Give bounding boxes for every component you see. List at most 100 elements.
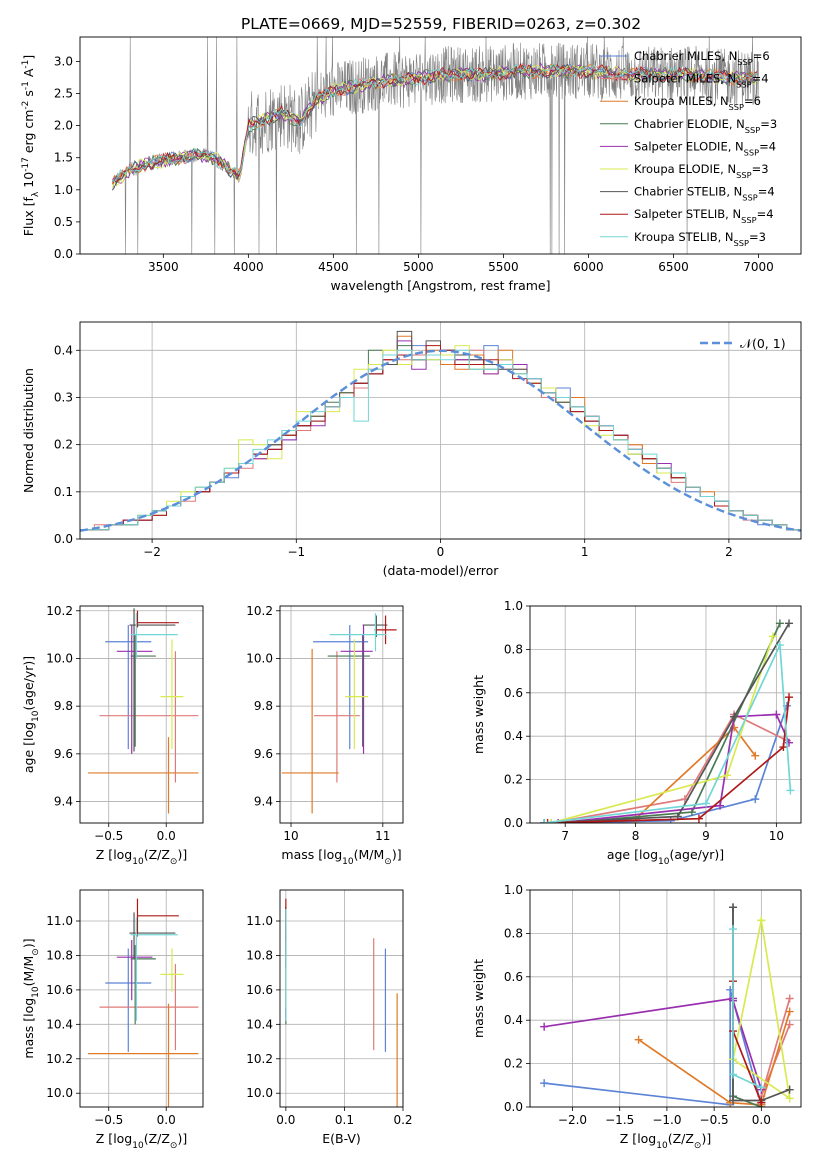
y-tick-label: 9.6 [54,747,73,761]
y-tick-label: 1.0 [504,883,523,897]
y-axis-label: Normed distribution [21,368,36,493]
data-point-marker [775,619,784,628]
y-tick-label: 9.8 [254,699,273,713]
y-tick-label: 0.6 [504,970,523,984]
x-axis-label: Z [log10(Z/Z⊙)] [620,1131,711,1151]
chart-mass_weight_vs_metallicity: −2.0 −1.5 −1.0 −0.5 0.0 0.0 0.2 0.4 0.6 0.8 1.0 Z [… [471,883,802,1151]
data-point-marker [729,1096,738,1105]
x-tick-label: −0.5 [94,829,123,843]
x-axis-label: mass [log10(M/M⊙)] [281,847,401,867]
data-point-marker [729,903,738,912]
x-tick-label: 2 [725,545,733,559]
legend-entry: Kroupa ELODIE, NSSP=3 [634,162,769,180]
y-tick-label: 0.4 [54,343,73,357]
plot-area [80,330,801,539]
chart-mass_weight_vs_age: 7 8 9 10 0.0 0.2 0.4 0.6 0.8 1.0 age [log10(age/yr… [471,599,802,867]
spectrum-model-line [112,64,758,182]
x-tick-label: 11 [375,829,390,843]
x-axis-label: wavelength [Angstrom, rest frame] [330,278,550,293]
y-tick-label: 0.1 [54,485,73,499]
y-tick-label: 3.0 [54,54,73,68]
y-tick-label: 10.6 [46,983,73,997]
y-tick-label: 10.2 [246,604,273,618]
y-tick-label: 0.0 [504,1100,523,1114]
y-tick-label: 2.5 [54,86,73,100]
plot-area [281,613,397,814]
data-point-marker [729,1070,738,1079]
x-tick-label: 3500 [148,260,179,274]
y-tick-label: 0.2 [504,773,523,787]
data-point-marker [772,710,781,719]
y-tick-label: 0.0 [54,247,73,261]
spectrum-model-line [111,63,758,191]
data-point-marker [540,1079,549,1088]
data-point-marker [785,1020,794,1029]
axes-frame [79,321,802,540]
y-tick-label: 0.4 [504,1013,523,1027]
legend-entry: Chabrier ELODIE, NSSP=3 [634,117,777,135]
x-tick-label: −0.5 [700,1113,729,1127]
data-point-marker [730,712,739,721]
chart-spectrum: 3500 4000 4500 5000 5500 6000 6500 7000 0.0 0.5 1.… [21,36,802,293]
y-tick-label: 1.0 [54,183,73,197]
plot-area [88,898,199,1107]
y-tick-label: 0.6 [504,686,523,700]
y-tick-label: 0.8 [504,926,523,940]
y-tick-label: 9.6 [254,747,273,761]
y-tick-label: 10.2 [246,1052,273,1066]
axes-frame [279,889,404,1108]
plot-area [285,898,398,1107]
plot-area [88,608,199,814]
data-point-marker [694,814,703,823]
y-tick-label: 0.0 [504,816,523,830]
y-tick-label: 0.3 [54,390,73,404]
y-tick-label: 11.0 [246,914,273,928]
x-tick-label: 5000 [403,260,434,274]
x-tick-label: −1 [287,545,305,559]
data-point-marker [779,743,788,752]
mass-weight-line [550,713,788,823]
chart-residual_histogram: −2 −1 0 1 2 0.0 0.1 0.2 0.3 0.4 (data-model)/error… [21,321,802,578]
spectrum-model-line [111,64,758,189]
data-point-marker [543,819,552,823]
data-point-marker [723,771,732,780]
x-tick-label: 6500 [658,260,689,274]
data-point-marker [785,619,794,628]
x-tick-label: 1 [581,545,589,559]
x-tick-label: 0.0 [157,1113,176,1127]
data-point-marker [757,916,766,925]
y-tick-label: 0.5 [54,215,73,229]
data-point-marker [701,799,710,808]
y-tick-label: 9.4 [254,795,273,809]
legend-entry: Salpeter STELIB, NSSP=4 [634,207,774,225]
x-axis-label: E(B-V) [322,1131,361,1146]
y-tick-label: 10.8 [46,948,73,962]
y-tick-label: 0.2 [504,1057,523,1071]
y-tick-label: 10.0 [46,1086,73,1100]
x-tick-label: −1.5 [605,1113,634,1127]
x-tick-label: 7 [561,829,569,843]
histogram-step [80,345,801,539]
x-axis-label: (data-model)/error [383,563,500,578]
y-tick-label: 10.0 [246,651,273,665]
x-tick-label: 0.0 [752,1113,771,1127]
data-point-marker [757,1098,766,1107]
x-tick-label: 0.2 [393,1113,412,1127]
axes-frame [79,605,204,824]
legend-entry: Chabrier STELIB, NSSP=4 [634,185,775,203]
mass-weight-line [732,920,791,1101]
y-tick-label: 10.2 [46,604,73,618]
legend-entry: Salpeter ELODIE, NSSP=4 [634,139,776,157]
y-tick-label: 9.4 [54,795,73,809]
chart-age_vs_mass: 10 11 9.4 9.6 9.8 10.0 10.2 mass [log10(M/M⊙)] [246,604,404,867]
x-axis-label: Z [log10(Z/Z⊙)] [96,847,187,867]
plot-area [540,903,794,1107]
data-point-marker [540,819,549,823]
data-point-marker [785,693,794,702]
x-axis-label: age [log10(age/yr)] [607,847,724,867]
x-tick-label: 4500 [318,260,349,274]
legend-entry: Salpeter MILES, NSSP=4 [634,72,769,90]
y-tick-label: 10.4 [46,1017,73,1031]
figure-title: PLATE=0669, MJD=52559, FIBERID=0263, z=0… [241,15,641,33]
